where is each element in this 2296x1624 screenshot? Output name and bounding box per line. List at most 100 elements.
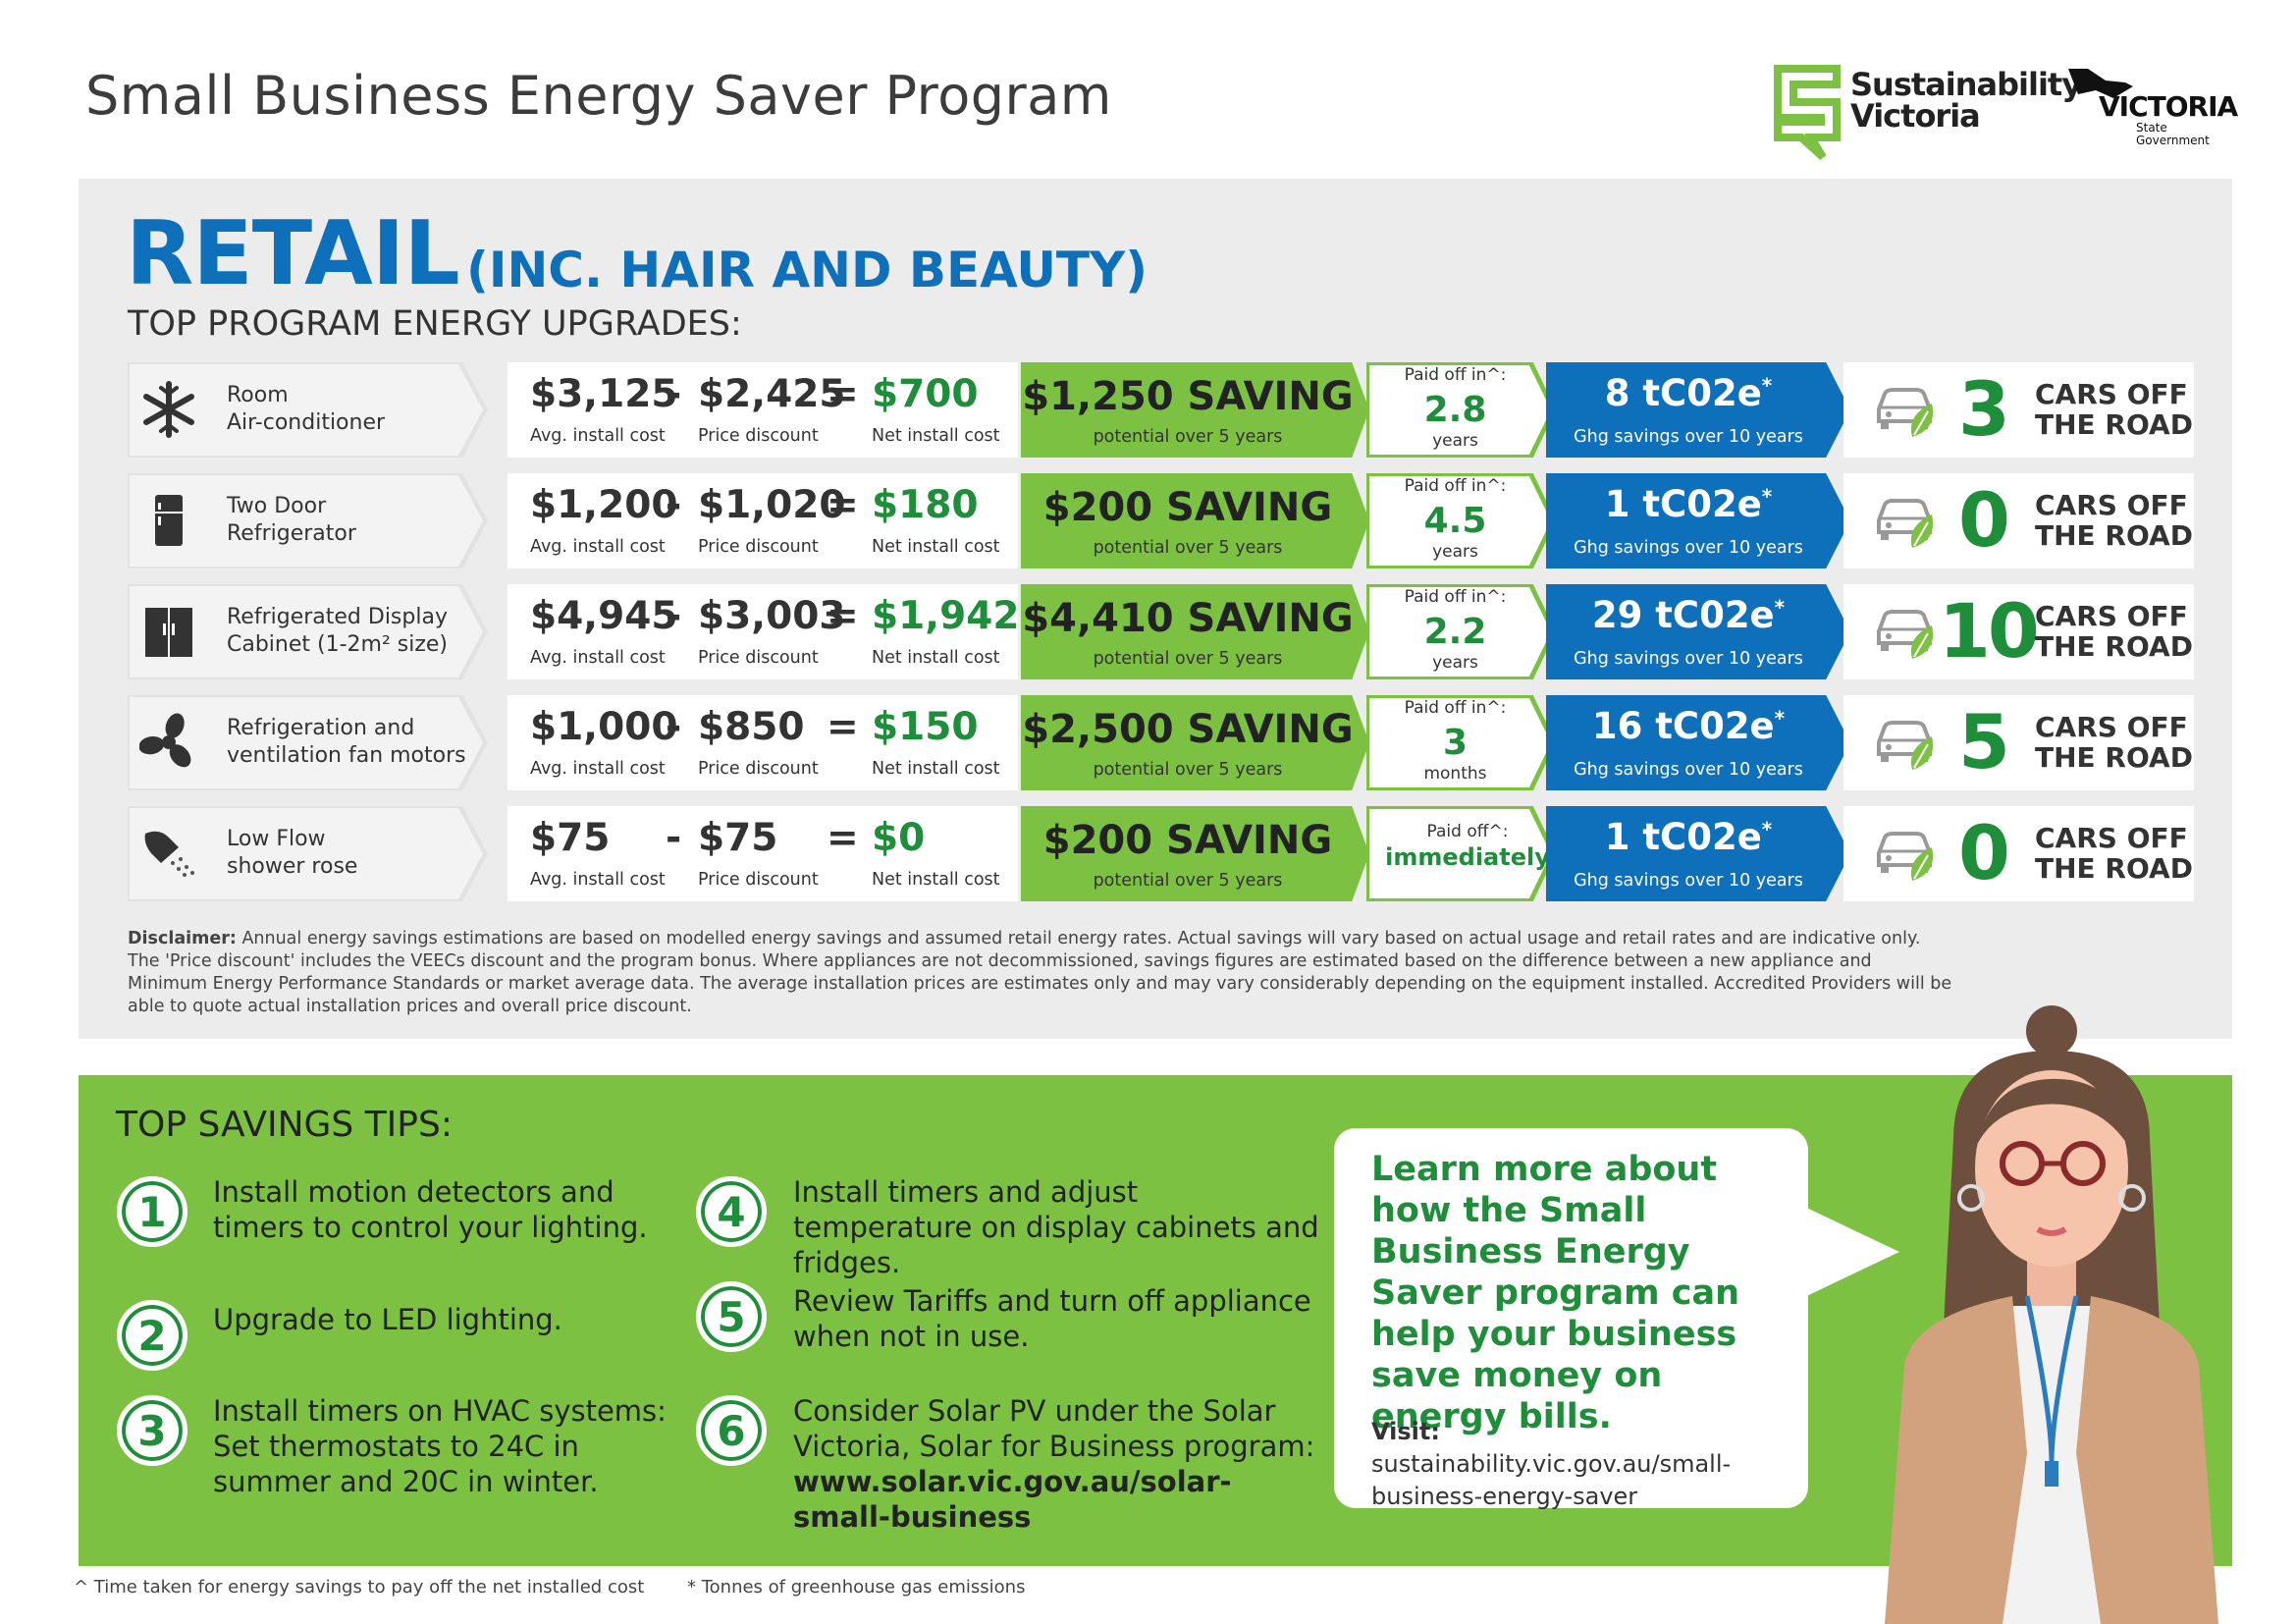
install-cost-label: Avg. install cost <box>530 426 666 446</box>
ghg-label: Ghg savings over 10 years <box>1574 538 1803 558</box>
tip-number: 1 <box>117 1176 187 1247</box>
saving-label: potential over 5 years <box>1093 538 1283 558</box>
ghg-cell <box>1546 473 1850 568</box>
operator: - <box>666 816 682 860</box>
item-name-line: Low Flow <box>227 827 326 851</box>
tip-text: Upgrade to LED lighting. <box>213 1302 674 1337</box>
tip-body: Upgrade to LED lighting. <box>213 1303 562 1336</box>
net-cost: $700 <box>872 372 979 416</box>
ghg-mark: * <box>1774 706 1786 731</box>
operator: = <box>827 594 859 638</box>
saving: $200 SAVING <box>1042 485 1333 530</box>
saving-cell <box>1021 695 1369 790</box>
car-leaf <box>1877 610 1934 659</box>
disclaimer-label: Disclaimer: <box>128 929 237 948</box>
bubble-message: Learn more about how the Small Business … <box>1371 1150 1740 1436</box>
payback-value: 4.5 <box>1423 501 1487 541</box>
footnote: * Tonnes of greenhouse gas emissions <box>687 1577 1026 1597</box>
bubble-visit: Visit: sustainability.vic.gov.au/small-b… <box>1371 1416 1784 1513</box>
payback-value: immediately <box>1385 843 1550 871</box>
ghg-value: 29 tC02e <box>1591 594 1775 636</box>
footnote: ^ Time taken for energy savings to pay o… <box>74 1577 645 1597</box>
visit-url[interactable]: sustainability.vic.gov.au/small-business… <box>1371 1450 1732 1510</box>
payback-cell <box>1369 698 1551 787</box>
vic-tagline-line: State <box>2136 121 2167 135</box>
vic-map <box>2068 69 2133 98</box>
cars-label-line: THE ROAD <box>2035 630 2193 663</box>
ghg-label: Ghg savings over 10 years <box>1574 427 1803 447</box>
item-icon <box>139 491 198 550</box>
tip-link[interactable]: www.solar.vic.gov.au/solar-small-busines… <box>793 1465 1232 1534</box>
item-name-line: Cabinet (1-2m² size) <box>227 632 449 657</box>
ghg-cell <box>1546 362 1850 458</box>
cars-label-line: THE ROAD <box>2035 408 2193 441</box>
tip-number: 3 <box>117 1395 187 1466</box>
payback-cell <box>1369 365 1551 455</box>
tip-number: 6 <box>696 1395 767 1466</box>
item-name: Room Air-conditioner <box>227 382 385 437</box>
car-icon <box>1873 491 1938 550</box>
operator: - <box>666 705 682 749</box>
ghg-mark: * <box>1774 595 1786 620</box>
ghg-value: 1 tC02e <box>1604 816 1762 858</box>
item-name-line: Refrigeration and <box>227 716 415 740</box>
ghg-value: 16 tC02e <box>1591 705 1775 747</box>
item-name: Two Door Refrigerator <box>227 493 356 548</box>
item-name: Low Flow shower rose <box>227 826 357 881</box>
cars-label: CARS OFF THE ROAD <box>2035 712 2193 773</box>
cars-off-road: 5 <box>1958 698 2010 785</box>
payback-cell <box>1369 476 1551 566</box>
item-name-line: Air-conditioner <box>227 410 386 435</box>
speech-bubble <box>1334 1128 1808 1508</box>
saving-label: potential over 5 years <box>1093 649 1283 669</box>
net-cost: $180 <box>872 483 979 527</box>
car-icon <box>1873 824 1938 883</box>
item-cell <box>130 697 483 788</box>
saving: $200 SAVING <box>1042 818 1333 863</box>
tip-number: 5 <box>696 1281 767 1352</box>
ghg-saving: 16 tC02e* <box>1546 705 1831 747</box>
install-cost: $1,000 <box>530 705 678 749</box>
cars-label-line: THE ROAD <box>2035 741 2193 774</box>
cars-label-line: THE ROAD <box>2035 852 2193 885</box>
tip-text: Review Tariffs and turn off appliance wh… <box>793 1283 1323 1354</box>
tips-heading: TOP SAVINGS TIPS: <box>116 1105 453 1145</box>
cars-label-line: CARS OFF <box>2035 600 2188 632</box>
price-discount: $3,003 <box>698 594 846 638</box>
item-name-line: Two Door <box>227 494 327 518</box>
sv-logo-icon <box>1774 65 1841 160</box>
tip-text: Consider Solar PV under the Solar Victor… <box>793 1393 1323 1535</box>
visit-label: Visit: <box>1371 1418 1440 1445</box>
cars-off-road: 10 <box>1939 587 2040 675</box>
cars-label-line: CARS OFF <box>2035 489 2188 521</box>
item-name: Refrigeration and ventilation fan motors <box>227 715 466 770</box>
vic-tagline-line: Government <box>2136 134 2210 147</box>
tip-text: Install timers on HVAC systems: Set ther… <box>213 1393 674 1499</box>
operator: - <box>666 483 682 527</box>
item-name: Refrigerated Display Cabinet (1-2m² size) <box>227 604 448 659</box>
price-discount: $850 <box>698 705 805 749</box>
icon <box>155 495 183 546</box>
vic-logo-tagline: State Government <box>2136 122 2210 147</box>
net-cost: $1,942 <box>872 594 1020 638</box>
price-discount-label: Price discount <box>698 759 819 779</box>
ghg-mark: * <box>1761 484 1773 509</box>
saving-label: potential over 5 years <box>1093 760 1283 780</box>
tip-body: Install timers on HVAC systems: Set ther… <box>213 1394 667 1498</box>
ghg-mark: * <box>1761 817 1773 841</box>
saving-cell <box>1021 362 1369 458</box>
tip-body: Install motion detectors and timers to c… <box>213 1175 648 1244</box>
payback-value: 3 <box>1442 723 1468 763</box>
sv-logo-line: Victoria <box>1850 97 1981 135</box>
price-discount: $75 <box>698 816 778 860</box>
price-discount-label: Price discount <box>698 648 819 668</box>
car-leaf <box>1877 388 1934 437</box>
price-discount: $1,020 <box>698 483 846 527</box>
ghg-cell <box>1546 584 1850 679</box>
ghg-value: 8 tC02e <box>1604 372 1762 414</box>
car-icon <box>1873 602 1938 661</box>
saving: $2,500 SAVING <box>1022 707 1354 752</box>
disclaimer: Disclaimer: Annual energy savings estima… <box>128 928 1953 1018</box>
install-cost: $4,945 <box>530 594 678 638</box>
